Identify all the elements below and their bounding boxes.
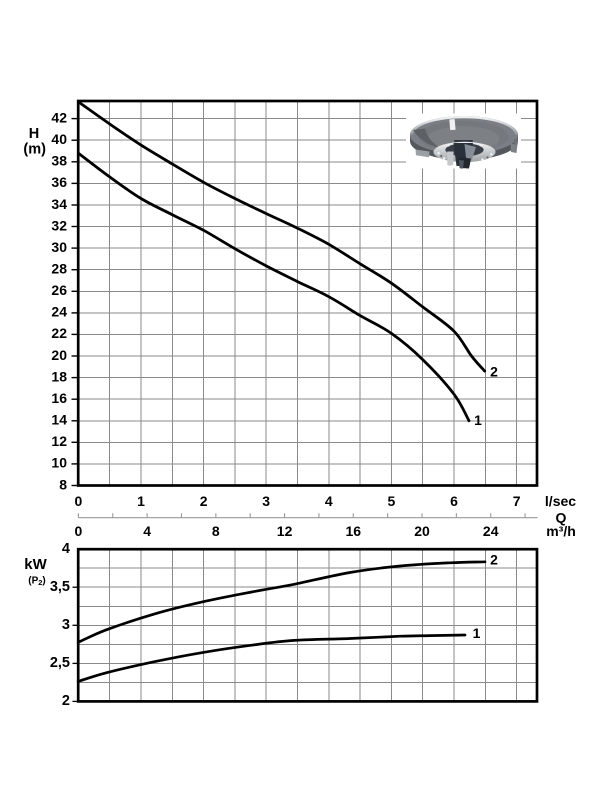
svg-text:28: 28	[51, 261, 67, 277]
svg-text:0: 0	[75, 493, 83, 509]
svg-text:6: 6	[450, 493, 458, 509]
svg-text:1: 1	[474, 412, 482, 428]
svg-text:42: 42	[51, 109, 67, 125]
svg-text:38: 38	[51, 153, 67, 169]
svg-text:2: 2	[490, 364, 498, 380]
svg-text:l/sec: l/sec	[545, 493, 576, 509]
svg-text:4: 4	[62, 541, 70, 557]
svg-text:20: 20	[414, 523, 430, 539]
svg-text:1: 1	[137, 493, 145, 509]
svg-text:4: 4	[325, 493, 333, 509]
svg-text:2,5: 2,5	[50, 655, 70, 671]
svg-text:m³/h: m³/h	[546, 523, 576, 539]
svg-text:24: 24	[483, 523, 499, 539]
svg-text:(P2): (P2)	[28, 576, 46, 588]
svg-text:(m): (m)	[23, 142, 46, 158]
svg-text:26: 26	[51, 282, 67, 298]
svg-text:Q: Q	[556, 510, 567, 526]
svg-text:8: 8	[212, 523, 220, 539]
svg-text:2: 2	[200, 493, 208, 509]
svg-text:24: 24	[51, 304, 67, 320]
svg-text:18: 18	[51, 368, 67, 384]
svg-text:0: 0	[75, 523, 83, 539]
svg-text:22: 22	[51, 325, 67, 341]
svg-text:3: 3	[262, 493, 270, 509]
svg-text:34: 34	[51, 196, 67, 212]
svg-text:7: 7	[513, 493, 521, 509]
svg-text:30: 30	[51, 239, 67, 255]
svg-text:32: 32	[51, 217, 67, 233]
svg-text:H: H	[29, 126, 39, 142]
svg-text:1: 1	[473, 625, 481, 641]
svg-text:16: 16	[346, 523, 362, 539]
svg-text:36: 36	[51, 174, 67, 190]
svg-text:4: 4	[143, 523, 151, 539]
svg-text:2: 2	[62, 693, 70, 709]
svg-text:10: 10	[51, 455, 67, 471]
svg-text:2: 2	[490, 552, 498, 568]
svg-text:kW: kW	[24, 556, 47, 573]
svg-text:12: 12	[51, 433, 67, 449]
svg-text:16: 16	[51, 390, 67, 406]
svg-text:14: 14	[51, 412, 67, 428]
svg-text:8: 8	[59, 476, 67, 492]
svg-text:5: 5	[388, 493, 396, 509]
svg-text:20: 20	[51, 347, 67, 363]
svg-text:12: 12	[277, 523, 293, 539]
svg-text:40: 40	[51, 131, 67, 147]
svg-text:3: 3	[62, 617, 70, 633]
svg-text:3,5: 3,5	[50, 579, 70, 595]
